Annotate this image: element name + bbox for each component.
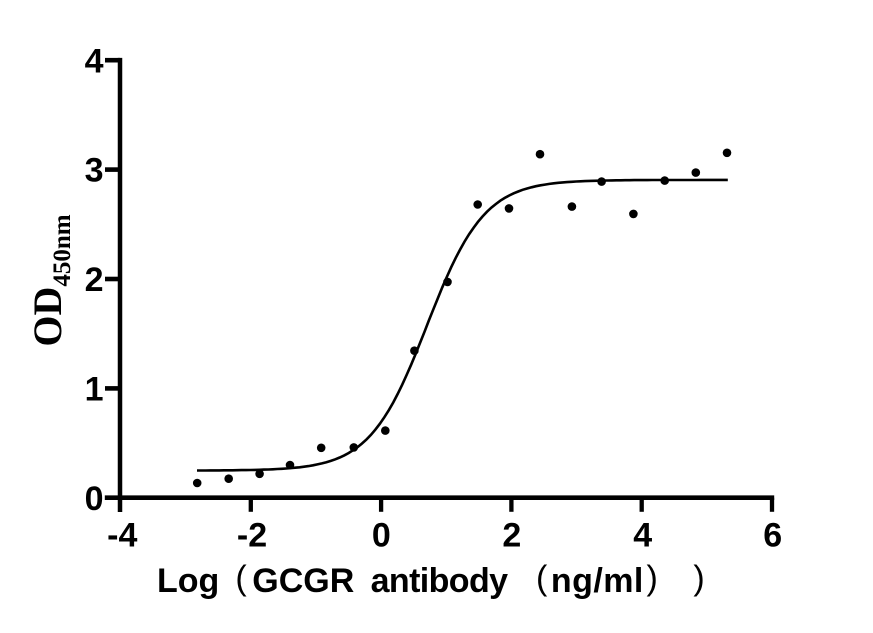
svg-text:Log: Log	[157, 562, 219, 600]
svg-text:-4: -4	[107, 516, 137, 554]
svg-text:): )	[693, 560, 704, 598]
svg-text:2: 2	[502, 516, 521, 554]
svg-text:0: 0	[372, 516, 391, 554]
svg-text:0: 0	[85, 480, 104, 518]
svg-text:1: 1	[85, 371, 104, 409]
svg-text:(: (	[235, 560, 247, 598]
svg-text:4: 4	[633, 516, 652, 554]
svg-text:): )	[647, 560, 658, 598]
svg-text:2: 2	[85, 261, 104, 299]
svg-text:6: 6	[763, 516, 782, 554]
svg-text:antibody: antibody	[371, 562, 509, 600]
svg-text:-2: -2	[237, 516, 267, 554]
svg-text:GCGR: GCGR	[252, 562, 354, 600]
svg-text:4: 4	[85, 42, 104, 80]
svg-text:3: 3	[85, 152, 104, 190]
svg-text:(: (	[536, 560, 548, 598]
svg-text:ng/ml: ng/ml	[551, 562, 644, 600]
